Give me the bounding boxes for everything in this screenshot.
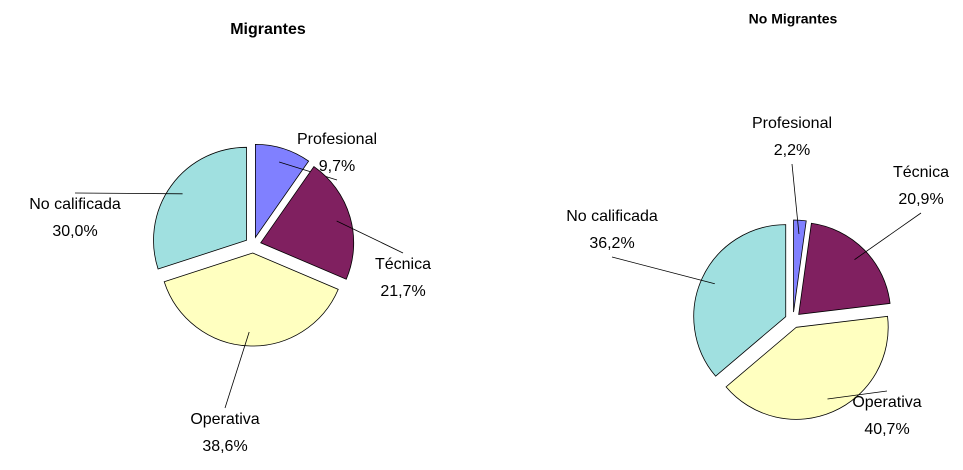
slice-value-label: 36,2% [589, 235, 634, 252]
leader-line [224, 331, 250, 409]
slice-value-label: 40,7% [864, 421, 909, 438]
pie-slice [255, 143, 310, 239]
slice-label: Profesional [297, 131, 377, 148]
leader-line [827, 390, 888, 400]
slice-label: Operativa [190, 411, 259, 428]
slice-label: Técnica [375, 256, 431, 273]
slice-value-label: 2,2% [774, 142, 810, 159]
pie-slice [798, 222, 891, 315]
slice-value-label: 38,6% [202, 438, 247, 455]
leader-line [336, 220, 404, 254]
chart-title: No Migrantes [749, 11, 838, 27]
pie-slice [793, 219, 807, 313]
leader-line [611, 256, 715, 285]
leader-line [74, 192, 183, 195]
slice-value-label: 30,0% [52, 223, 97, 240]
slice-value-label: 9,7% [319, 158, 355, 175]
leader-line [791, 163, 800, 235]
pie-slice [153, 146, 247, 270]
leader-line [278, 161, 338, 181]
pie-slice [163, 252, 339, 347]
chart-title: Migrantes [230, 21, 306, 38]
pie-slice [693, 224, 787, 377]
slice-value-label: 20,9% [898, 191, 943, 208]
slice-label: Profesional [752, 115, 832, 132]
leader-line [854, 212, 922, 260]
slice-label: No calificada [566, 208, 658, 225]
pie-slice [260, 165, 355, 280]
slice-label: No calificada [29, 196, 121, 213]
slice-value-label: 21,7% [380, 283, 425, 300]
pie-slice [725, 315, 889, 420]
slice-label: Técnica [893, 164, 949, 181]
slice-label: Operativa [852, 394, 921, 411]
